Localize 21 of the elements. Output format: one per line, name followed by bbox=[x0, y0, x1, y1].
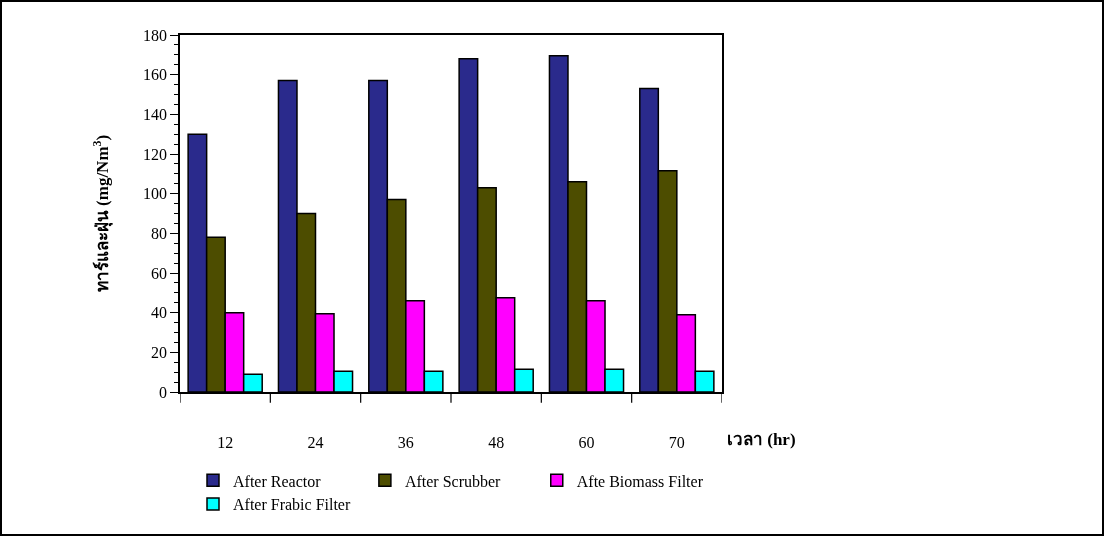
x-tick-label: 36 bbox=[397, 433, 414, 451]
y-tick-label: 100 bbox=[143, 185, 168, 203]
legend-label: After Frabic Filter bbox=[233, 496, 351, 514]
x-tick-label: 48 bbox=[488, 433, 505, 451]
y-tick-label: 40 bbox=[151, 304, 168, 322]
y-tick-label: 60 bbox=[151, 264, 168, 282]
legend-label: After Scrubber bbox=[404, 472, 502, 490]
y-tick-label: 80 bbox=[151, 224, 168, 242]
legend-label: After Reactor bbox=[233, 472, 322, 490]
x-tick-label: 70 bbox=[668, 433, 685, 451]
y-tick-label: 0 bbox=[159, 383, 168, 401]
y-tick-label: 180 bbox=[143, 26, 168, 44]
x-tick-label: 60 bbox=[578, 433, 595, 451]
x-tick-label: 24 bbox=[307, 433, 324, 451]
y-tick-label: 20 bbox=[151, 343, 168, 361]
y-tick-label: 120 bbox=[143, 145, 168, 163]
x-tick-label: 12 bbox=[217, 433, 234, 451]
y-tick-label: 140 bbox=[143, 105, 168, 123]
x-axis-title: เวลา (hr) bbox=[727, 430, 796, 449]
legend-label: Afte Biomass Filter bbox=[576, 472, 704, 490]
y-tick-label: 160 bbox=[143, 66, 168, 84]
